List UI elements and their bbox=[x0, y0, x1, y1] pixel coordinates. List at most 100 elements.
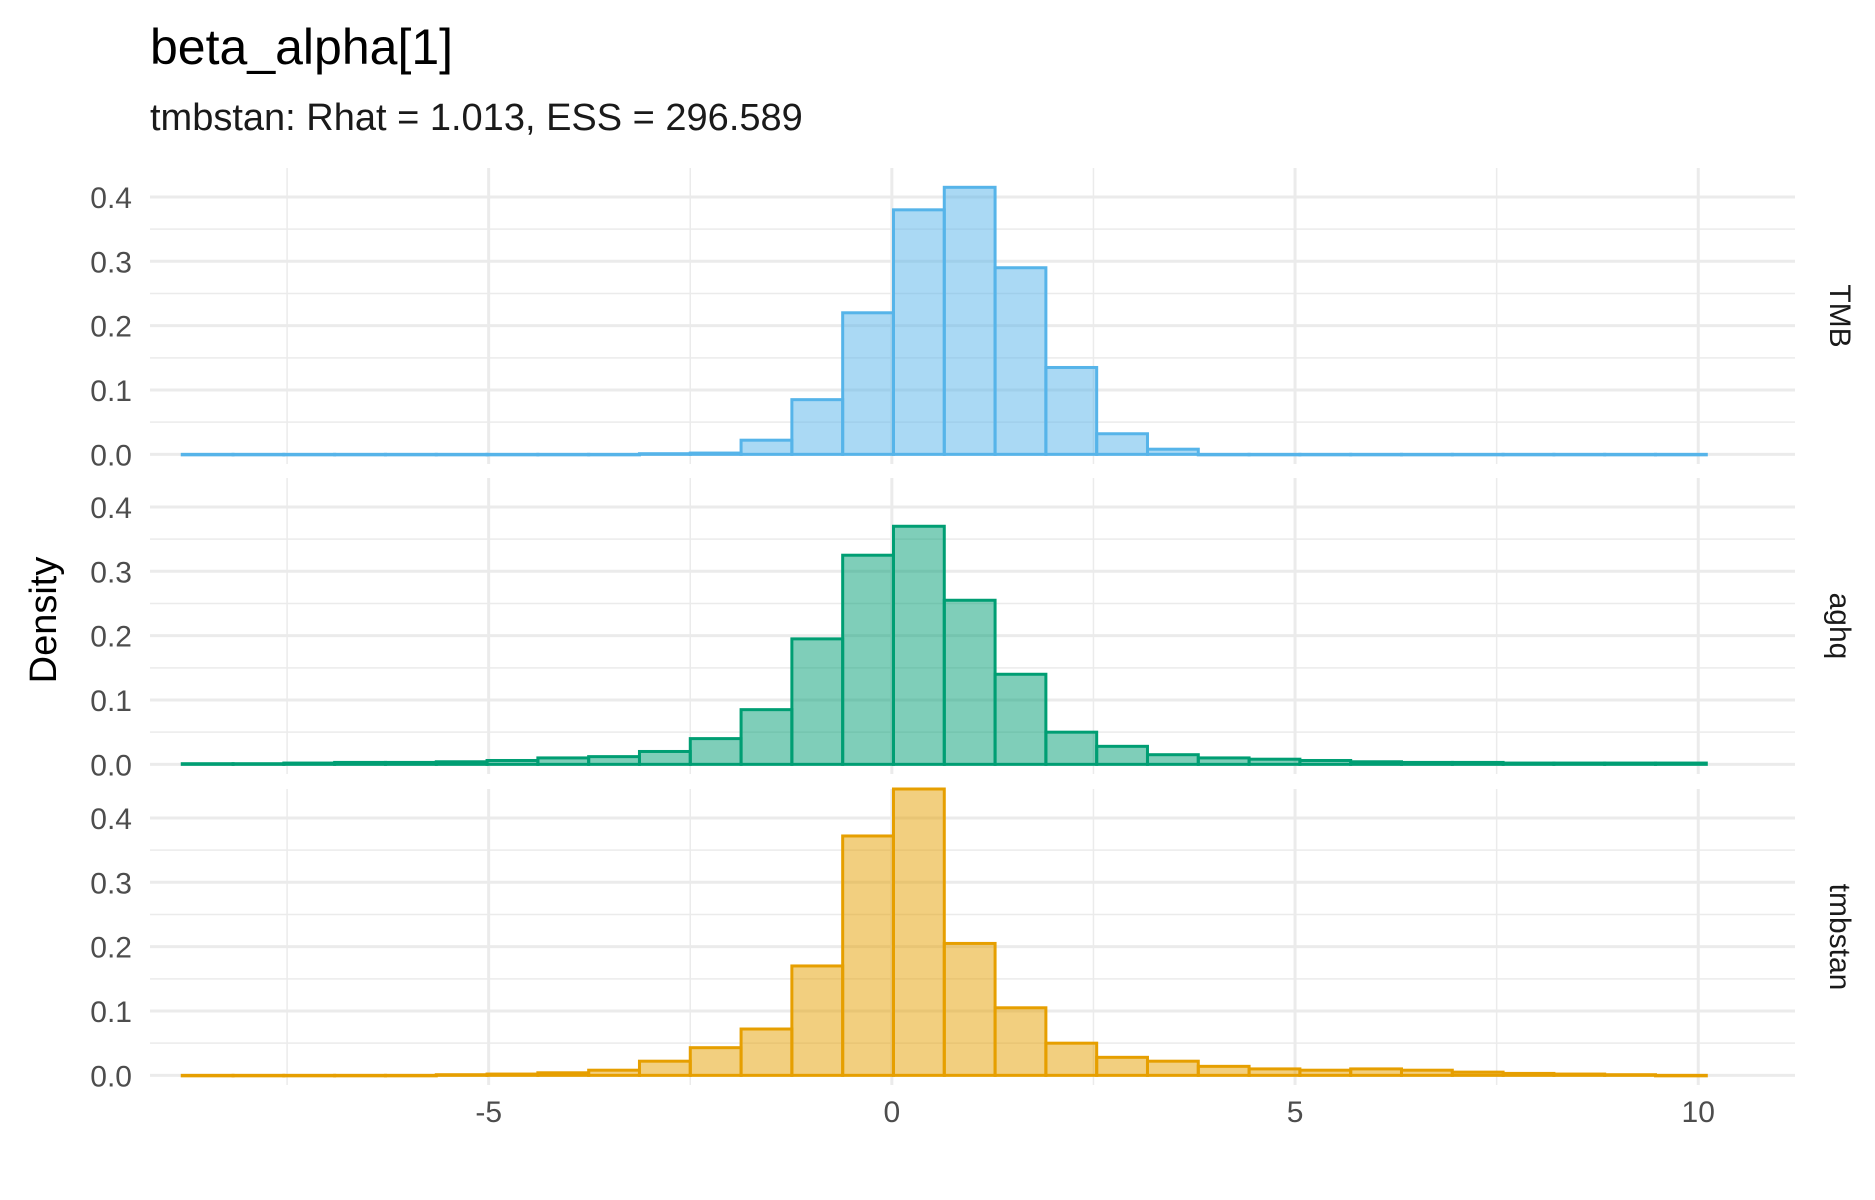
bar-TMB bbox=[333, 452, 387, 457]
bar-tmbstan bbox=[688, 1046, 743, 1077]
chart-subtitle: tmbstan: Rhat = 1.013, ESS = 296.589 bbox=[150, 97, 803, 139]
bar-aghq bbox=[231, 762, 286, 766]
bar-tmbstan bbox=[485, 1072, 540, 1077]
bar-aghq bbox=[993, 672, 1048, 766]
facet-panels: 0.00.10.20.30.4TMB0.00.10.20.30.4aghq0.0… bbox=[90, 168, 1856, 1093]
bar-TMB bbox=[1298, 452, 1353, 457]
bar-aghq bbox=[383, 760, 438, 766]
bar-tmbstan bbox=[383, 1073, 438, 1078]
bar-tmbstan bbox=[637, 1059, 692, 1077]
panel-1: 0.0 0.1 0.2 0.3 0.4 aghq bbox=[90, 478, 1856, 782]
bar-aghq bbox=[1298, 758, 1353, 766]
bar-tmbstan bbox=[587, 1068, 641, 1077]
x-tick-label: 10 bbox=[1682, 1096, 1715, 1129]
bar-TMB bbox=[993, 266, 1048, 456]
y-tick-label: 0.0 bbox=[90, 1060, 132, 1093]
chart-title: beta_alpha[1] bbox=[150, 19, 453, 75]
bar-TMB bbox=[1552, 452, 1607, 457]
x-tick-label: 0 bbox=[884, 1096, 901, 1129]
bar-aghq bbox=[1603, 761, 1657, 766]
bar-aghq bbox=[1501, 761, 1556, 766]
bar-TMB bbox=[1603, 452, 1657, 457]
bar-aghq bbox=[637, 749, 692, 766]
y-tick-label: 0.2 bbox=[90, 311, 132, 344]
y-tick-label: 0.4 bbox=[90, 182, 132, 215]
bar-TMB bbox=[231, 452, 286, 457]
bar-TMB bbox=[1653, 452, 1708, 457]
bar-TMB bbox=[1095, 432, 1149, 456]
y-tick-label: 0.0 bbox=[90, 749, 132, 782]
bar-aghq bbox=[1653, 761, 1708, 766]
y-axis-title: Density bbox=[23, 557, 65, 684]
bar-TMB bbox=[891, 208, 946, 456]
bar-TMB bbox=[536, 452, 591, 457]
bar-tmbstan bbox=[942, 941, 997, 1077]
panel-2: 0.0 0.1 0.2 0.3 0.4 tmbstan bbox=[90, 787, 1856, 1093]
bar-aghq bbox=[434, 760, 489, 766]
bar-tmbstan bbox=[434, 1073, 489, 1077]
bar-aghq bbox=[1399, 760, 1454, 766]
bar-aghq bbox=[282, 761, 337, 766]
y-tick-label: 0.2 bbox=[90, 621, 132, 654]
panel-0: 0.0 0.1 0.2 0.3 0.4 TMB bbox=[90, 168, 1856, 472]
bar-tmbstan bbox=[841, 834, 895, 1077]
y-tick-label: 0.3 bbox=[90, 556, 132, 589]
facet-label: TMB bbox=[1823, 284, 1856, 347]
bar-aghq bbox=[180, 762, 235, 766]
y-tick-label: 0.0 bbox=[90, 439, 132, 472]
bar-aghq bbox=[841, 553, 895, 766]
bar-tmbstan bbox=[1196, 1064, 1251, 1077]
bar-tmbstan bbox=[536, 1071, 591, 1077]
bar-TMB bbox=[485, 452, 540, 457]
bar-TMB bbox=[688, 451, 743, 456]
bar-tmbstan bbox=[993, 1006, 1048, 1077]
y-tick-label: 0.2 bbox=[90, 932, 132, 965]
bar-tmbstan bbox=[1247, 1067, 1302, 1077]
y-tick-label: 0.4 bbox=[90, 803, 132, 836]
bar-TMB bbox=[1145, 447, 1200, 456]
x-axis: -5 0 5 10 bbox=[475, 1096, 1715, 1129]
bar-tmbstan bbox=[1145, 1059, 1200, 1077]
bar-tmbstan bbox=[1095, 1055, 1149, 1077]
bar-aghq bbox=[1196, 756, 1251, 766]
bar-aghq bbox=[1552, 761, 1607, 766]
bar-aghq bbox=[587, 755, 641, 766]
bar-TMB bbox=[1399, 452, 1454, 457]
bar-TMB bbox=[739, 438, 794, 456]
bar-TMB bbox=[1044, 365, 1099, 456]
bar-aghq bbox=[536, 756, 591, 766]
bar-tmbstan bbox=[1450, 1070, 1505, 1077]
x-tick-label: 5 bbox=[1287, 1096, 1304, 1129]
bar-aghq bbox=[790, 637, 845, 766]
bar-tmbstan bbox=[1349, 1067, 1403, 1077]
y-tick-label: 0.3 bbox=[90, 246, 132, 279]
bar-aghq bbox=[739, 708, 794, 766]
bar-TMB bbox=[1450, 452, 1505, 457]
bar-TMB bbox=[587, 452, 641, 457]
bar-tmbstan bbox=[1501, 1071, 1556, 1077]
y-tick-label: 0.1 bbox=[90, 375, 132, 408]
bar-TMB bbox=[1349, 452, 1403, 457]
bar-TMB bbox=[637, 452, 692, 456]
bar-aghq bbox=[942, 598, 997, 766]
bar-tmbstan bbox=[180, 1073, 235, 1078]
bar-tmbstan bbox=[1552, 1072, 1607, 1077]
bar-aghq bbox=[1450, 760, 1505, 766]
bar-TMB bbox=[841, 311, 895, 456]
y-tick-label: 0.4 bbox=[90, 492, 132, 525]
bar-aghq bbox=[891, 524, 946, 766]
bar-TMB bbox=[180, 452, 235, 457]
bar-TMB bbox=[282, 452, 337, 457]
bar-TMB bbox=[1501, 452, 1556, 457]
bar-aghq bbox=[485, 758, 540, 766]
bar-tmbstan bbox=[739, 1027, 794, 1077]
bar-tmbstan bbox=[1298, 1068, 1353, 1077]
bar-TMB bbox=[383, 452, 438, 457]
bar-TMB bbox=[434, 452, 489, 457]
bar-aghq bbox=[1044, 730, 1099, 766]
bar-tmbstan bbox=[1603, 1073, 1657, 1077]
bar-tmbstan bbox=[282, 1073, 337, 1078]
bar-aghq bbox=[1145, 753, 1200, 766]
bar-TMB bbox=[1247, 452, 1302, 457]
